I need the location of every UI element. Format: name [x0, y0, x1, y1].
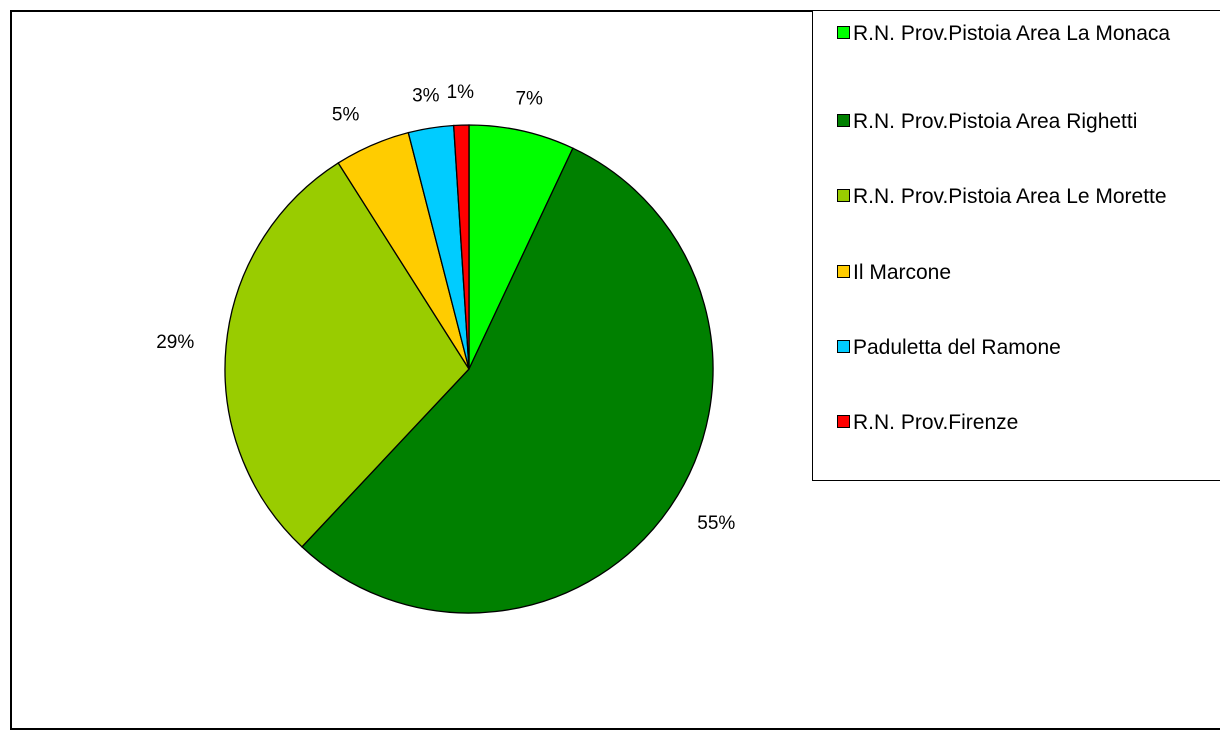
data-label: 3%: [412, 85, 440, 106]
pie-slice: [452, 124, 470, 370]
data-label: 29%: [156, 332, 194, 353]
legend-label: R.N. Prov.Pistoia Area La Monaca: [853, 22, 1171, 45]
legend-swatch: [837, 114, 850, 127]
pie-slice: [301, 147, 714, 614]
data-label: 7%: [515, 89, 543, 110]
legend-swatch: [837, 340, 850, 353]
data-label: 1%: [447, 82, 475, 103]
legend-swatch: [837, 415, 850, 428]
legend-label: R.N. Prov.Pistoia Area Le Morette: [853, 185, 1167, 208]
legend-swatch: [837, 265, 850, 278]
legend-label: Paduletta del Ramone: [853, 336, 1061, 359]
legend: R.N. Prov.Pistoia Area La Monaca R.N. Pro…: [812, 10, 1220, 481]
legend-swatch: [837, 189, 850, 202]
pie-slice: [468, 124, 574, 370]
legend-label: R.N. Prov.Firenze: [853, 411, 1019, 434]
legend-label: Il Marcone: [853, 261, 952, 284]
data-label: 5%: [332, 105, 360, 126]
legend-swatch: [837, 26, 850, 39]
legend-label: R.N. Prov.Pistoia Area Righetti: [853, 110, 1138, 133]
data-label: 55%: [697, 513, 735, 534]
pie-slice: [224, 162, 470, 548]
